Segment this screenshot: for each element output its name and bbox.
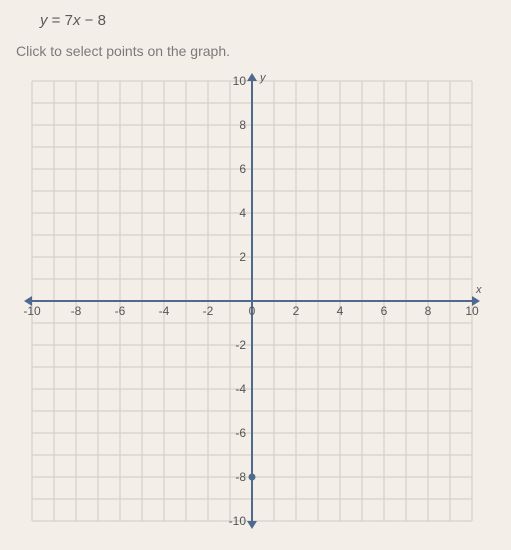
x-tick-label: -4: [159, 304, 170, 318]
x-tick-label: -8: [71, 304, 82, 318]
y-tick-label: -8: [235, 470, 246, 484]
y-tick-label: -2: [235, 338, 246, 352]
y-tick-label: -10: [229, 514, 247, 528]
eq-var: x: [73, 12, 81, 29]
y-tick-label: 6: [239, 162, 246, 176]
x-tick-label: 8: [425, 304, 432, 318]
eq-eq: =: [52, 12, 61, 29]
x-tick-label: 10: [465, 304, 479, 318]
coordinate-graph[interactable]: x y -10 -8 -6 -4 -2 0 2 4 6 8 10 -10 -8 -6 -4 -2 2 4 6 8 10: [22, 71, 482, 531]
y-tick-label: -6: [235, 426, 246, 440]
eq-lhs: y: [40, 12, 48, 29]
x-tick-label: -10: [23, 304, 41, 318]
eq-minus: −: [85, 12, 94, 29]
y-tick-label: -4: [235, 382, 246, 396]
instruction-text: Click to select points on the graph.: [16, 43, 495, 59]
x-axis-label: x: [475, 284, 482, 296]
x-tick-label: 2: [293, 304, 300, 318]
y-axis-label: y: [259, 72, 267, 84]
y-tick-label: 10: [233, 74, 247, 88]
equation-text: y = 7x − 8: [40, 12, 495, 29]
x-tick-label: -6: [115, 304, 126, 318]
x-tick-label: 0: [249, 304, 256, 318]
y-tick-label: 2: [239, 250, 246, 264]
eq-const: 8: [98, 12, 106, 29]
x-tick-label: -2: [203, 304, 214, 318]
plotted-point[interactable]: [249, 474, 256, 481]
x-tick-label: 6: [381, 304, 388, 318]
y-axis-arrow-down: [247, 521, 257, 529]
x-tick-label: 4: [337, 304, 344, 318]
graph-svg[interactable]: x y -10 -8 -6 -4 -2 0 2 4 6 8 10 -10 -8 -6 -4 -2 2 4 6 8 10: [22, 71, 482, 531]
y-tick-label: 8: [239, 118, 246, 132]
y-tick-label: 4: [239, 206, 246, 220]
eq-coef: 7: [65, 12, 73, 29]
y-axis-arrow-up: [247, 73, 257, 81]
